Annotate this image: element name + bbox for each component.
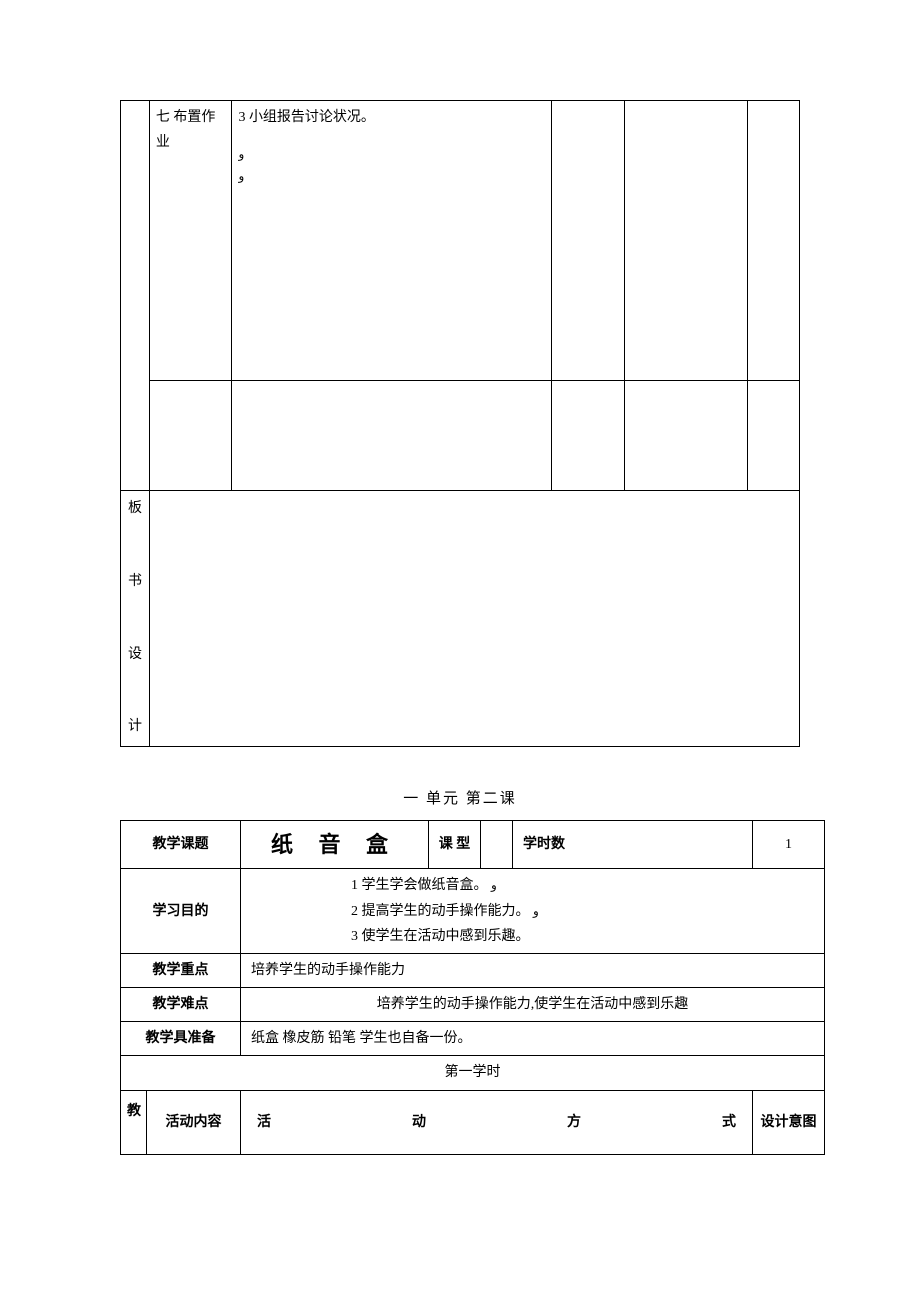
table-row: 学习目的 1 学生学会做纸音盒。 و 2 提高学生的动手操作能力。 و 3 使学… (121, 869, 825, 954)
v-char: 计 (128, 719, 142, 734)
lesson-table-1: 七 布置作业 3 小组报告讨论状况。 و و 板 书 设 计 (120, 100, 800, 747)
focus-value: 培养学生的动手操作能力 (241, 953, 825, 987)
lesson-table-2: 教学课题 纸 音 盒 课 型 学时数 1 学习目的 1 学生学会做纸音盒。 و … (120, 820, 825, 1155)
label-focus: 教学重点 (121, 953, 241, 987)
hours-value: 1 (753, 820, 825, 869)
cell-empty (748, 381, 800, 491)
v-char: 书 (128, 574, 142, 589)
v-char: 设 (128, 647, 142, 662)
cell-type-value (481, 820, 513, 869)
table-row: 教 活动内容 活 动 方 式 设计意图 (121, 1090, 825, 1154)
table-row: 教学课题 纸 音 盒 课 型 学时数 1 (121, 820, 825, 869)
cell-empty (624, 381, 748, 491)
label-type: 课 型 (429, 820, 481, 869)
cell-empty (748, 101, 800, 381)
label-method: 活 动 方 式 (241, 1090, 753, 1154)
mark: و (533, 904, 539, 918)
label-prep: 教学具准备 (121, 1022, 241, 1056)
table-row: 第一学时 (121, 1056, 825, 1090)
label-hours: 学时数 (513, 820, 753, 869)
mark: و (238, 166, 545, 188)
label-difficulty: 教学难点 (121, 988, 241, 1022)
difficulty-value: 培养学生的动手操作能力,使学生在活动中感到乐趣 (241, 988, 825, 1022)
mark: و (491, 878, 497, 892)
goal-line: 3 使学生在活动中感到乐趣。 (351, 929, 530, 944)
cell-empty (232, 381, 552, 491)
cell-empty (121, 101, 150, 491)
lesson-title: 纸 音 盒 (241, 820, 429, 869)
cell-empty (552, 101, 624, 381)
period-label: 第一学时 (121, 1056, 825, 1090)
cell-empty (552, 381, 624, 491)
table-row (121, 381, 800, 491)
section-text: 七 布置作业 (156, 110, 216, 150)
cell-empty (149, 381, 232, 491)
table-row: 板 书 设 计 (121, 491, 800, 747)
unit-header: 一 单元 第二课 (120, 787, 800, 808)
table-row: 教学重点 培养学生的动手操作能力 (121, 953, 825, 987)
m-char: 方 (567, 1110, 581, 1135)
v-char: 板 (128, 501, 142, 516)
label-topic: 教学课题 (121, 820, 241, 869)
table-row: 教学具准备 纸盒 橡皮筋 铅笔 学生也自备一份。 (121, 1022, 825, 1056)
cell-empty (624, 101, 748, 381)
label-goal: 学习目的 (121, 869, 241, 954)
goal-line: 1 学生学会做纸音盒。 (351, 878, 488, 893)
mark: و (238, 144, 545, 166)
label-intent: 设计意图 (753, 1090, 825, 1154)
m-char: 活 (257, 1110, 271, 1135)
table-row: 教学难点 培养学生的动手操作能力,使学生在活动中感到乐趣 (121, 988, 825, 1022)
m-char: 动 (412, 1110, 426, 1135)
table-row: 七 布置作业 3 小组报告讨论状况。 و و (121, 101, 800, 381)
goal-line: 2 提高学生的动手操作能力。 (351, 904, 530, 919)
content-line: 3 小组报告讨论状况。 (238, 105, 545, 130)
label-vert: 教 (121, 1090, 147, 1154)
prep-value: 纸盒 橡皮筋 铅笔 学生也自备一份。 (241, 1022, 825, 1056)
cell-board-design (149, 491, 799, 747)
cell-goals: 1 学生学会做纸音盒。 و 2 提高学生的动手操作能力。 و 3 使学生在活动中… (241, 869, 825, 954)
cell-vertical-label: 板 书 设 计 (121, 491, 150, 747)
label-activity: 活动内容 (147, 1090, 241, 1154)
cell-content: 3 小组报告讨论状况。 و و (232, 101, 552, 381)
m-char: 式 (722, 1110, 736, 1135)
cell-section: 七 布置作业 (149, 101, 232, 381)
